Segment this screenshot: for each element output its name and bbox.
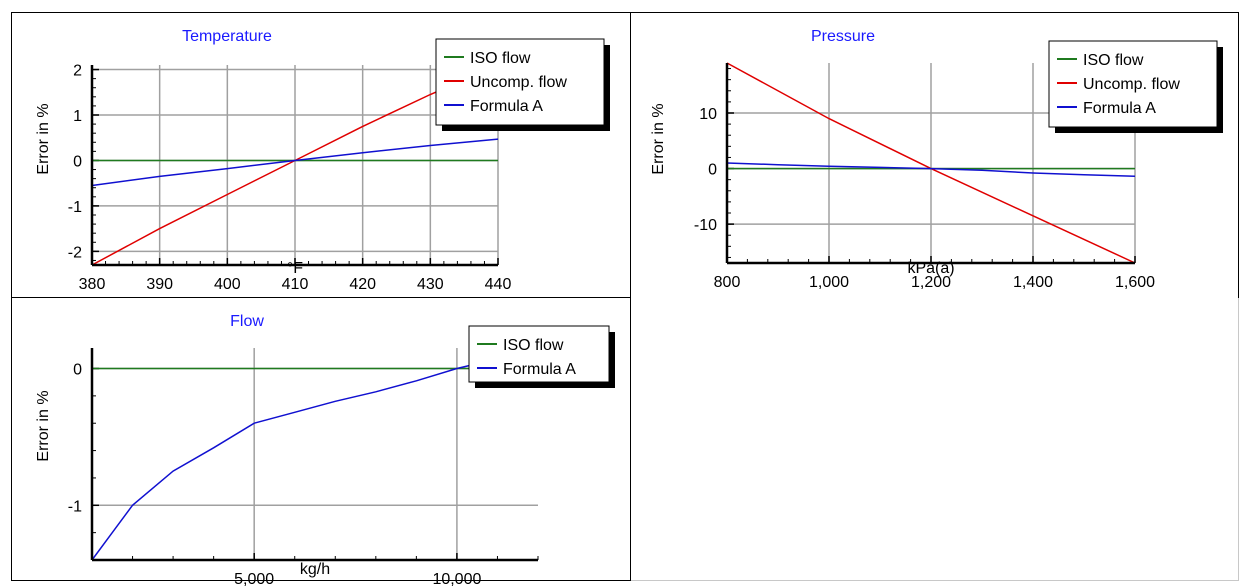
series-line-formula-a (726, 162, 1136, 178)
flow-chart: Flow 5,000 10,000 0 -1 kg/h Error in % ISO flow… (35, 313, 615, 586)
y-tick-label: 0 (73, 153, 82, 170)
flow-chart-panel: Flow 5,000 10,000 0 -1 kg/h Error in % ISO flow… (11, 298, 631, 586)
y-tick-label: -10 (694, 217, 717, 234)
chart-title: Temperature (182, 28, 272, 45)
chart-title: Flow (230, 313, 264, 330)
y-tick-label: 2 (73, 63, 82, 80)
chart-title: Pressure (811, 28, 875, 45)
legend-label: Uncomp. flow (1083, 76, 1180, 93)
legend-label: Uncomp. flow (470, 74, 567, 91)
series-line-formula-a (91, 347, 539, 561)
empty-panel (631, 298, 1239, 581)
y-tick-label: -1 (68, 199, 82, 216)
y-tick-label: 0 (73, 362, 82, 379)
series-line-formula-a (91, 138, 499, 187)
x-tick-label: 10,000 (432, 571, 481, 586)
x-tick-label: 1,400 (1013, 274, 1053, 291)
x-axis-label: kg/h (300, 561, 330, 578)
legend-box (468, 325, 610, 383)
x-tick-label: 1,600 (1115, 274, 1155, 291)
legend-label: ISO flow (1083, 52, 1144, 69)
y-axis-label: Error in % (650, 103, 667, 174)
temperature-chart: Temperature 380 390 400 410 420 430 440 2 1 0 -1 -2 °… (35, 28, 610, 293)
legend-label: ISO flow (503, 337, 564, 354)
x-tick-label: 1,200 (911, 274, 951, 291)
legend-label: Formula A (503, 361, 576, 378)
y-tick-label: 0 (708, 162, 717, 179)
legend-label: ISO flow (470, 50, 531, 67)
pressure-chart: Pressure 800 1,000 1,200 1,400 1,600 10 0 -10 kPa… (650, 28, 1223, 291)
x-tick-label: 5,000 (234, 571, 274, 586)
y-tick-label: 10 (699, 106, 717, 123)
x-tick-label: 410 (282, 276, 309, 293)
x-tick-label: 440 (485, 276, 512, 293)
y-axis-label: Error in % (35, 103, 52, 174)
x-tick-label: 800 (714, 274, 741, 291)
legend-label: Formula A (1083, 100, 1156, 117)
y-axis-label: Error in % (35, 390, 52, 461)
x-tick-label: 430 (417, 276, 444, 293)
y-tick-label: -1 (68, 498, 82, 515)
legend-label: Formula A (470, 98, 543, 115)
x-tick-label: 390 (146, 276, 173, 293)
pressure-chart-panel: Pressure 800 1,000 1,200 1,400 1,600 10 0 -10 kPa… (631, 12, 1239, 298)
temperature-chart-panel: Temperature 380 390 400 410 420 430 440 2 1 0 -1 -2 °… (11, 12, 631, 298)
x-tick-label: 400 (214, 276, 241, 293)
x-axis-label: kPa(a) (907, 260, 954, 277)
y-tick-label: -2 (68, 244, 82, 261)
x-tick-label: 420 (349, 276, 376, 293)
x-tick-label: 1,000 (809, 274, 849, 291)
y-tick-label: 1 (73, 108, 82, 125)
x-tick-label: 380 (79, 276, 106, 293)
x-axis-label: °F (287, 260, 303, 277)
